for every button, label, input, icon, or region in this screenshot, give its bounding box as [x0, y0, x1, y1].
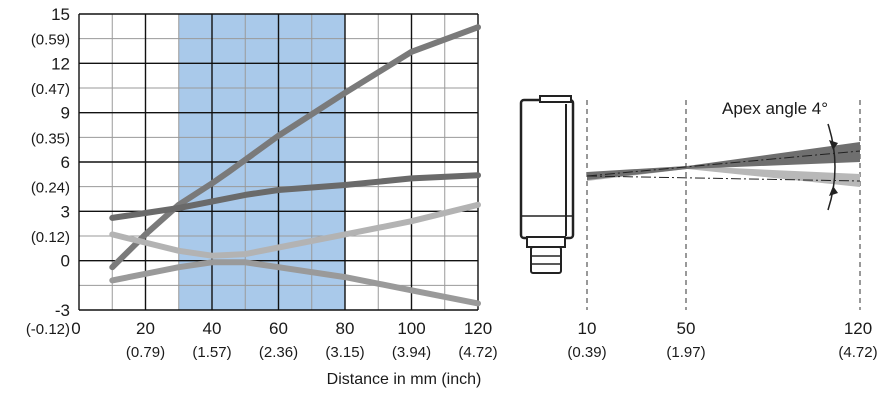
x-tick-label: 120 [464, 319, 492, 338]
x-tick-sublabel: (0.79) [126, 344, 165, 361]
sensor-plug [530, 246, 562, 274]
x-tick-label: 60 [269, 319, 288, 338]
y-tick-label: 3 [61, 202, 70, 221]
y-tick-label: (0.47) [31, 81, 70, 98]
y-tick-label: (0.59) [31, 32, 70, 49]
diagram-tick-10: 10 [578, 319, 597, 338]
x-tick-sublabel: (3.94) [392, 344, 431, 361]
x-tick-sublabel: (3.15) [325, 344, 364, 361]
apex-arrow-top [829, 140, 838, 150]
x-tick-label: 80 [336, 319, 355, 338]
y-tick-label: (0.12) [31, 229, 70, 246]
y-tick-label: 0 [61, 252, 70, 271]
y-tick-label: 9 [61, 104, 70, 123]
apex-angle-annotation: Apex angle 4° [722, 99, 828, 118]
series-line-4 [109, 259, 481, 307]
beam-diagram: Apex angle 4° 10 (0.39) 50 (1.97) 120 (4… [519, 95, 878, 361]
sensor-connector [526, 236, 566, 248]
x-tick-label: 40 [203, 319, 222, 338]
y-tick-label: 12 [51, 54, 70, 73]
y-tick-label: (0.35) [31, 130, 70, 147]
series-line-3 [109, 201, 481, 259]
series-layer [109, 24, 481, 307]
beam-axis-lower [586, 175, 861, 182]
apex-arrow-bottom [829, 186, 838, 196]
diagram-tick-120-inch: (4.72) [838, 344, 877, 361]
series-line-1 [109, 24, 481, 271]
sensor-top-cap [539, 95, 572, 103]
x-tick-sublabel: (4.72) [458, 344, 497, 361]
sensor-housing [519, 95, 575, 274]
x-tick-label: 100 [397, 319, 425, 338]
apex-angle-arc [827, 123, 836, 211]
y-tick-labels: 15 (0.59) 12 (0.47) 9 (0.35) 6 (0.24) 3 (0.12) 0 -3… [26, 5, 70, 338]
series-line-2 [109, 172, 481, 221]
diagram-tick-50: 50 [677, 319, 696, 338]
beam-axis-upper [586, 150, 861, 177]
x-tick-sublabel: (2.36) [259, 344, 298, 361]
beam-upper [587, 142, 860, 180]
x-tick-sublabel: (1.57) [192, 344, 231, 361]
diagram-tick-50-inch: (1.97) [666, 344, 705, 361]
left-chart: 15(0.59)12(0.47)9(0.35)6(0.24)3(0.12)0-3… [26, 5, 498, 388]
x-origin-label: 0 [71, 319, 80, 338]
diagram-tick-120: 120 [844, 319, 872, 338]
y-tick-label: (0.24) [31, 180, 70, 197]
y-tick-label: -3 [55, 301, 70, 320]
x-tick-labels: 20 (0.79) 40 (1.57) 60 (2.36) 80 (3.15) 100 (3.94… [126, 319, 498, 361]
diagram-tick-10-inch: (0.39) [567, 344, 606, 361]
x-tick-label: 20 [136, 319, 155, 338]
grid-major [78, 13, 479, 311]
y-tick-label: (-0.12) [26, 321, 70, 338]
y-tick-label: 6 [61, 153, 70, 172]
y-tick-label: 15 [51, 5, 70, 24]
x-axis-label: Distance in mm (inch) [327, 371, 482, 388]
